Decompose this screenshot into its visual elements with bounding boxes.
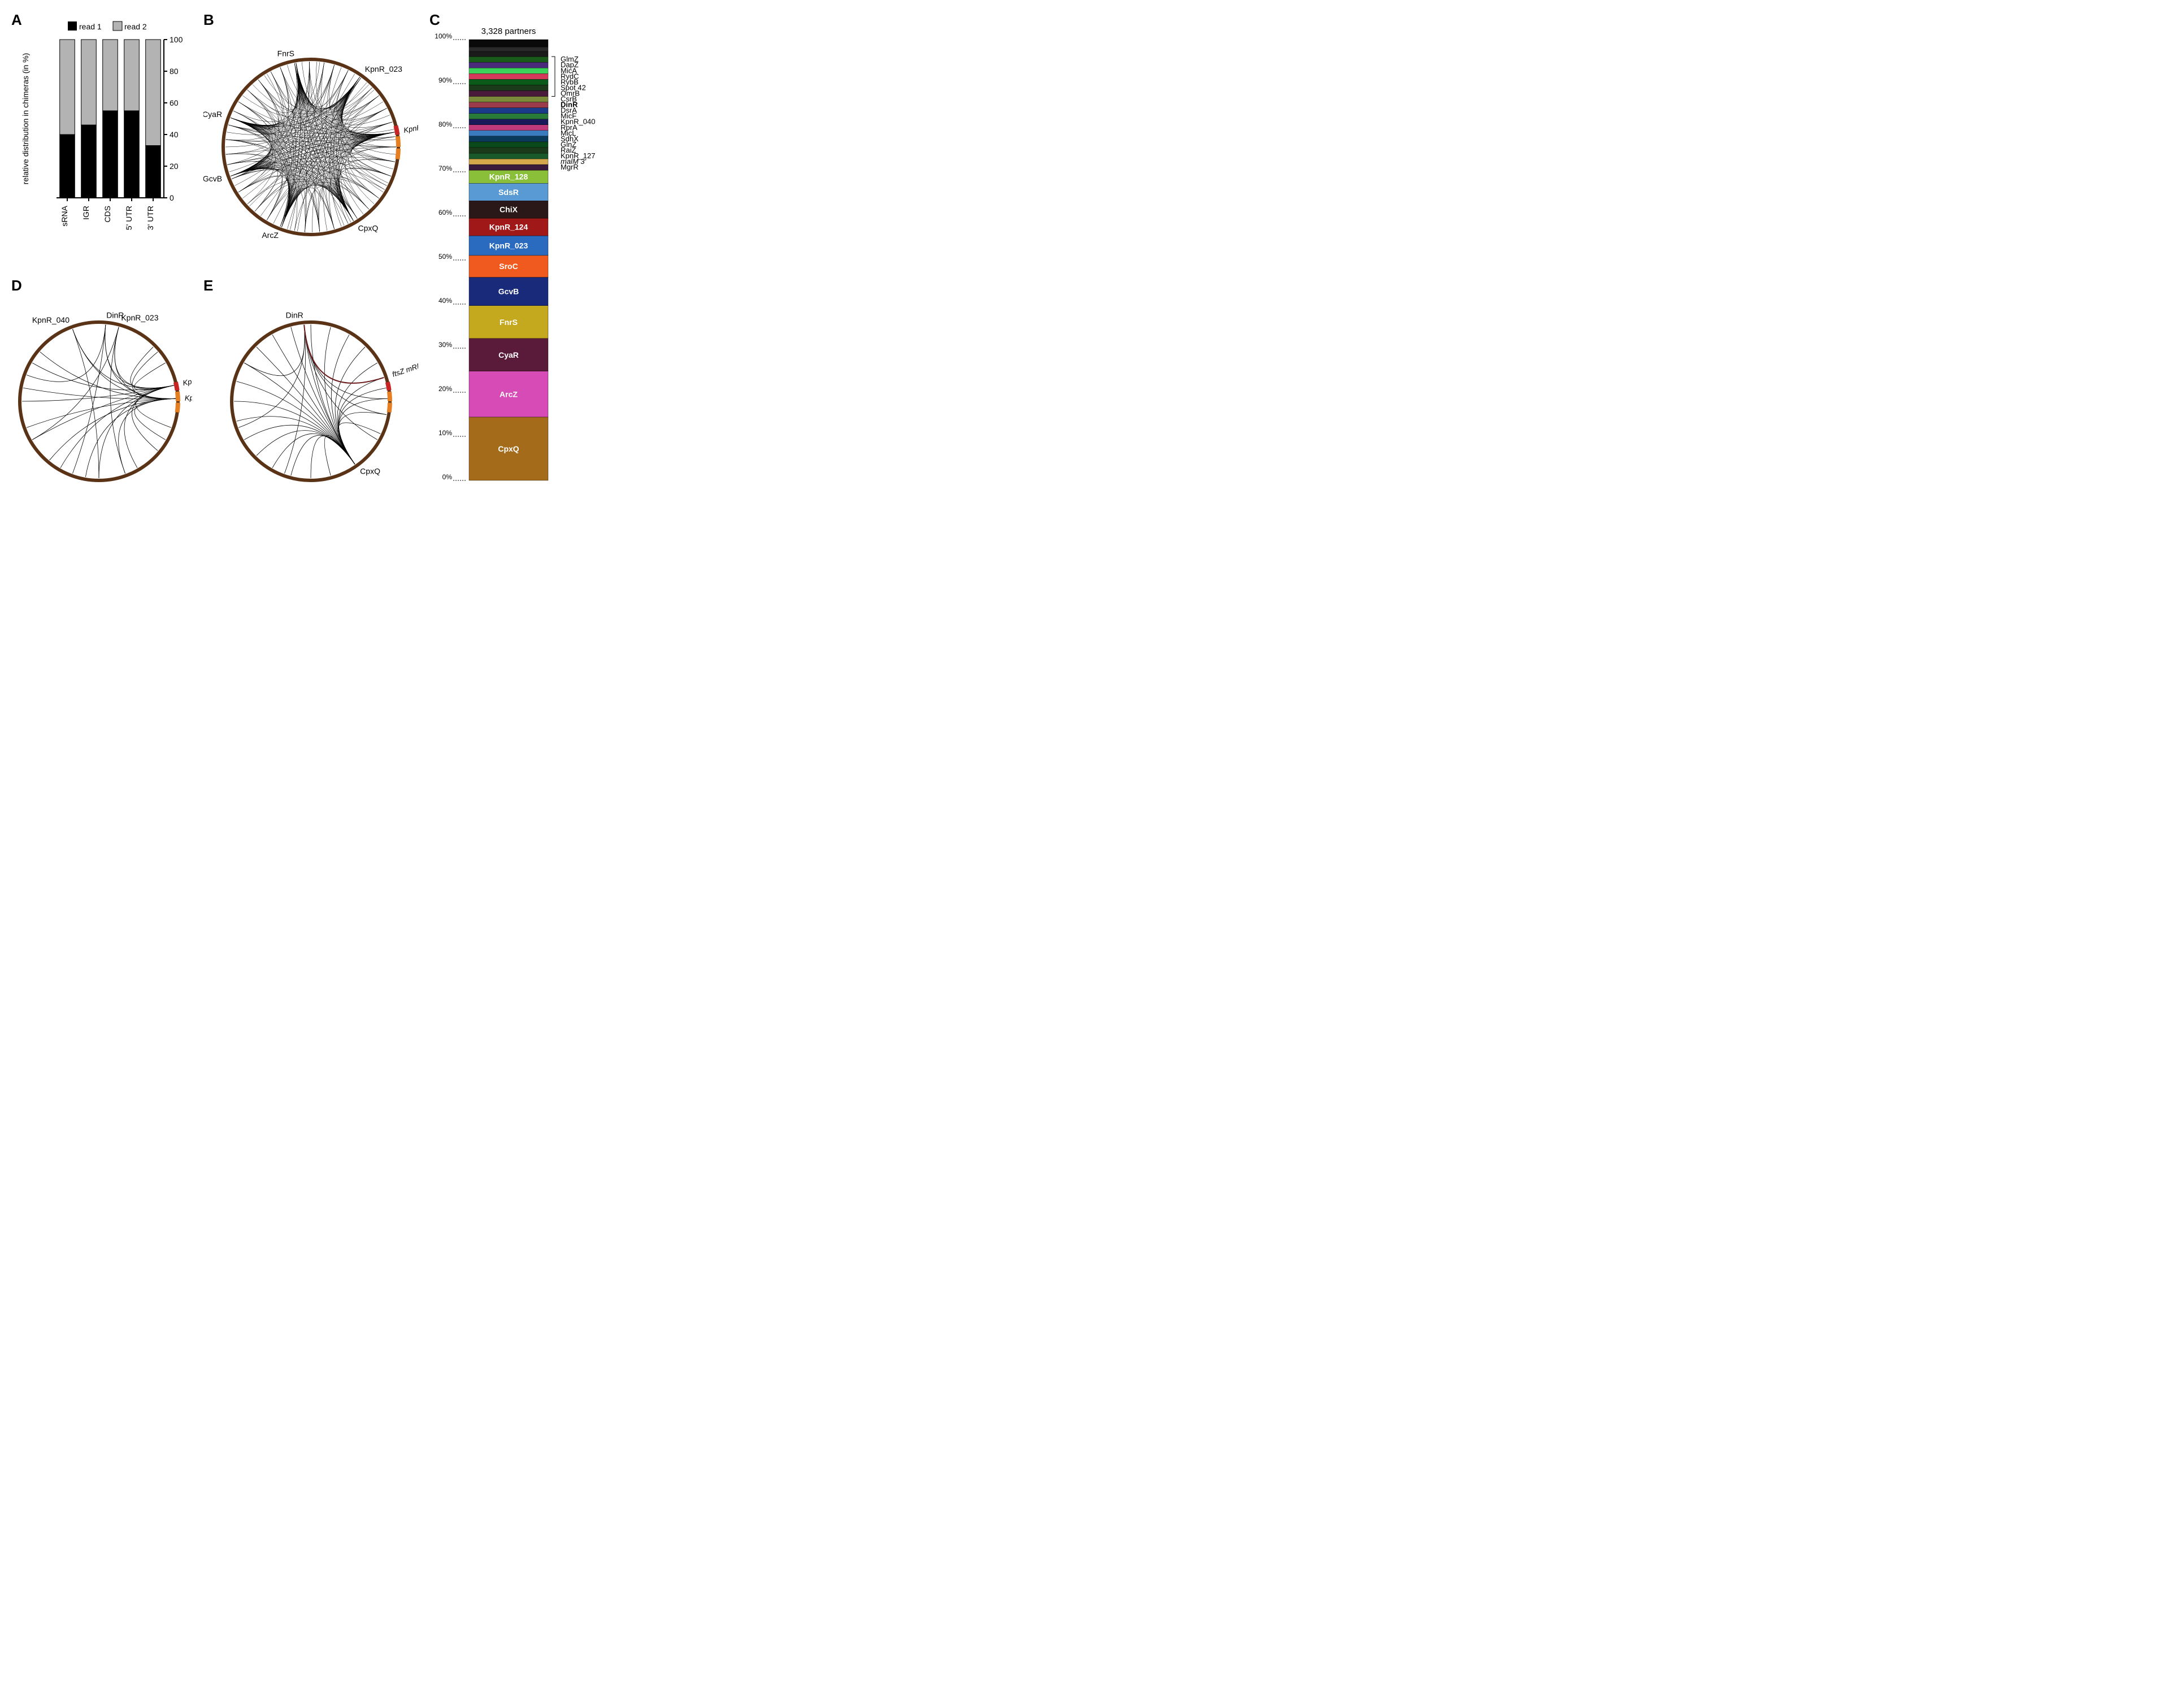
panel-C-label: C — [429, 11, 440, 29]
svg-text:GcvB: GcvB — [498, 287, 519, 296]
svg-text:relative distribution in chime: relative distribution in chimeras (in %) — [21, 53, 30, 185]
svg-text:40: 40 — [170, 130, 179, 139]
svg-text:40%: 40% — [438, 297, 452, 305]
svg-text:ftsZ mRNA: ftsZ mRNA — [391, 359, 418, 379]
svg-text:KpnR_124: KpnR_124 — [403, 120, 418, 134]
svg-text:0%: 0% — [442, 473, 453, 481]
panel-E-label: E — [203, 277, 213, 294]
svg-text:CpxQ: CpxQ — [498, 444, 519, 453]
svg-text:GlmZ: GlmZ — [561, 55, 579, 63]
svg-text:ChiX: ChiX — [500, 205, 518, 214]
svg-text:KpnR_124: KpnR_124 — [182, 372, 192, 387]
svg-text:sRNA: sRNA — [60, 205, 69, 226]
panel-B-circos: KpnR_124 KpnR_023 FnrS CyaR GcvB ArcZ CpxQ — [203, 11, 418, 260]
svg-text:80%: 80% — [438, 120, 452, 128]
panel-D-circos: KpnR_124 KpnR_128 KpnR_023DinR KpnR_040 — [11, 277, 192, 503]
svg-text:SroC: SroC — [499, 262, 518, 271]
panel-C-stacked-bar: 3,328 partners CpxQ ArcZ CyaR FnrS GcvB SroC Kp… — [429, 11, 610, 503]
svg-text:KpnR_128: KpnR_128 — [489, 172, 528, 181]
svg-text:80: 80 — [170, 67, 179, 76]
svg-text:KpnR_040: KpnR_040 — [32, 315, 70, 324]
svg-text:3' UTR: 3' UTR — [146, 206, 155, 230]
svg-text:0: 0 — [170, 193, 174, 202]
panel-B-label: B — [203, 11, 214, 29]
svg-text:KpnR_128: KpnR_128 — [185, 393, 192, 402]
svg-text:10%: 10% — [438, 429, 452, 437]
svg-text:read 1: read 1 — [79, 22, 102, 31]
svg-text:FnrS: FnrS — [500, 318, 518, 327]
svg-text:70%: 70% — [438, 164, 452, 172]
svg-text:20: 20 — [170, 162, 179, 171]
svg-text:ArcZ: ArcZ — [262, 231, 279, 240]
svg-text:60: 60 — [170, 98, 179, 107]
svg-text:50%: 50% — [438, 253, 452, 261]
svg-text:60%: 60% — [438, 209, 452, 216]
svg-text:KpnR_124: KpnR_124 — [489, 223, 528, 232]
panel-D: D KpnR_124 KpnR_128 KpnR_023DinR KpnR_040 — [11, 277, 192, 514]
svg-text:CpxQ: CpxQ — [360, 467, 380, 476]
svg-text:ArcZ: ArcZ — [500, 389, 518, 398]
svg-text:30%: 30% — [438, 341, 452, 349]
svg-text:GcvB: GcvB — [203, 174, 222, 183]
svg-text:SdsR: SdsR — [498, 188, 519, 197]
svg-text:DinR: DinR — [286, 311, 303, 320]
svg-text:20%: 20% — [438, 385, 452, 393]
panel-A-chart: relative distribution in chimeras (in %)… — [11, 11, 192, 260]
svg-text:DinR: DinR — [106, 311, 124, 320]
svg-text:3,328 partners: 3,328 partners — [481, 27, 536, 36]
panel-E: E ftsZ mRNA DinR CpxQ — [203, 277, 418, 514]
panel-A: A relative distribution in chimeras (in … — [11, 11, 192, 266]
panel-D-label: D — [11, 277, 22, 294]
panel-A-label: A — [11, 11, 22, 29]
svg-text:read 2: read 2 — [124, 22, 147, 31]
svg-text:CyaR: CyaR — [203, 110, 222, 119]
svg-text:CyaR: CyaR — [498, 350, 519, 359]
svg-text:IGR: IGR — [81, 206, 90, 220]
svg-text:CDS: CDS — [103, 206, 112, 223]
svg-text:100%: 100% — [435, 32, 452, 40]
svg-text:KpnR_023: KpnR_023 — [121, 313, 158, 322]
svg-text:KpnR_023: KpnR_023 — [365, 64, 402, 73]
svg-text:5' UTR: 5' UTR — [124, 206, 133, 230]
svg-text:KpnR_023: KpnR_023 — [489, 241, 528, 250]
svg-text:CpxQ: CpxQ — [358, 224, 379, 233]
svg-text:FnrS: FnrS — [277, 49, 294, 58]
panel-E-circos: ftsZ mRNA DinR CpxQ — [203, 277, 418, 503]
svg-text:90%: 90% — [438, 76, 452, 84]
svg-text:100: 100 — [170, 35, 183, 44]
panel-B: B KpnR_124 KpnR_023 FnrS CyaR GcvB ArcZ CpxQ — [203, 11, 418, 266]
panel-C: C 3,328 partners CpxQ ArcZ CyaR FnrS GcvB SroC… — [429, 11, 610, 514]
